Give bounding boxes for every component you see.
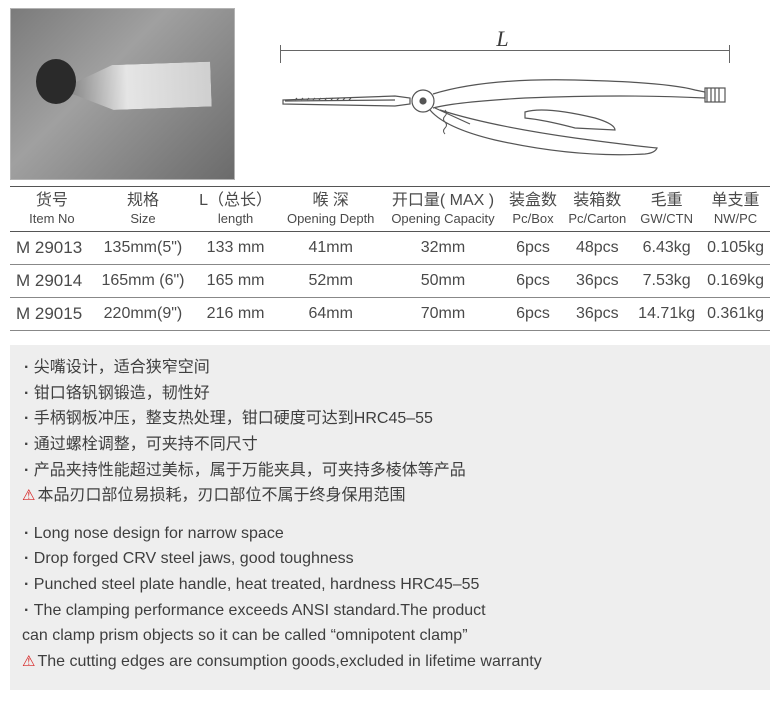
data-cell: 165 mm bbox=[192, 265, 279, 298]
item-no-cell: M 29015 bbox=[10, 298, 94, 331]
data-cell: 6pcs bbox=[504, 232, 563, 265]
feature-cn-0: 尖嘴设计，适合狭窄空间 bbox=[22, 355, 758, 381]
col-header-cn: 单支重 bbox=[703, 191, 768, 211]
col-header-en: length bbox=[194, 211, 277, 227]
table-row: M 29014165mm (6")165 mm52mm50mm6pcs36pcs… bbox=[10, 265, 770, 298]
data-cell: 14.71kg bbox=[632, 298, 701, 331]
table-row: M 29015220mm(9")216 mm64mm70mm6pcs36pcs1… bbox=[10, 298, 770, 331]
feature-cn-3: 通过螺栓调整，可夹持不同尺寸 bbox=[22, 432, 758, 458]
warning-cn: 本品刃口部位易损耗，刃口部位不属于终身保用范围 bbox=[22, 483, 758, 509]
col-header-7: 毛重GW/CTN bbox=[632, 187, 701, 232]
col-header-1: 规格Size bbox=[94, 187, 192, 232]
technical-diagram: L bbox=[275, 8, 770, 180]
data-cell: 133 mm bbox=[192, 232, 279, 265]
col-header-en: Size bbox=[96, 211, 190, 227]
table-row: M 29013135mm(5")133 mm41mm32mm6pcs48pcs6… bbox=[10, 232, 770, 265]
data-cell: 48pcs bbox=[562, 232, 632, 265]
features-panel: 尖嘴设计，适合狭窄空间钳口铬钒钢锻造，韧性好手柄钢板冲压，整支热处理，钳口硬度可… bbox=[10, 345, 770, 690]
col-header-cn: L（总长） bbox=[194, 191, 277, 211]
col-header-en: GW/CTN bbox=[634, 211, 699, 227]
feature-en-1: Drop forged CRV steel jaws, good toughne… bbox=[22, 546, 758, 572]
data-cell: 0.169kg bbox=[701, 265, 770, 298]
item-no-cell: M 29014 bbox=[10, 265, 94, 298]
data-cell: 36pcs bbox=[562, 265, 632, 298]
col-header-8: 单支重NW/PC bbox=[701, 187, 770, 232]
data-cell: 70mm bbox=[382, 298, 503, 331]
col-header-en: Pc/Carton bbox=[564, 211, 630, 227]
data-cell: 135mm(5") bbox=[94, 232, 192, 265]
data-cell: 216 mm bbox=[192, 298, 279, 331]
col-header-cn: 毛重 bbox=[634, 191, 699, 211]
feature-en-2: Punched steel plate handle, heat treated… bbox=[22, 572, 758, 598]
spec-table: 货号Item No规格SizeL（总长）length喉 深Opening Dep… bbox=[10, 186, 770, 331]
data-cell: 6.43kg bbox=[632, 232, 701, 265]
product-photo bbox=[10, 8, 235, 180]
data-cell: 165mm (6") bbox=[94, 265, 192, 298]
spec-table-container: 货号Item No规格SizeL（总长）length喉 深Opening Dep… bbox=[0, 186, 780, 331]
feature-en-3: The clamping performance exceeds ANSI st… bbox=[22, 598, 758, 624]
col-header-6: 装箱数Pc/Carton bbox=[562, 187, 632, 232]
item-no-cell: M 29013 bbox=[10, 232, 94, 265]
col-header-2: L（总长）length bbox=[192, 187, 279, 232]
length-dimension-label: L bbox=[275, 26, 730, 52]
data-cell: 32mm bbox=[382, 232, 503, 265]
feature-en-continuation: can clamp prism objects so it can be cal… bbox=[22, 623, 758, 649]
col-header-cn: 喉 深 bbox=[281, 191, 380, 211]
col-header-en: Opening Capacity bbox=[384, 211, 501, 227]
top-section: L bbox=[0, 0, 780, 180]
data-cell: 7.53kg bbox=[632, 265, 701, 298]
data-cell: 0.105kg bbox=[701, 232, 770, 265]
feature-cn-2: 手柄钢板冲压，整支热处理，钳口硬度可达到HRC45–55 bbox=[22, 406, 758, 432]
dimension-line bbox=[280, 50, 730, 51]
col-header-cn: 开口量( MAX ) bbox=[384, 191, 501, 211]
data-cell: 0.361kg bbox=[701, 298, 770, 331]
col-header-0: 货号Item No bbox=[10, 187, 94, 232]
col-header-cn: 货号 bbox=[12, 191, 92, 211]
data-cell: 6pcs bbox=[504, 265, 563, 298]
col-header-en: Pc/Box bbox=[506, 211, 561, 227]
data-cell: 50mm bbox=[382, 265, 503, 298]
col-header-en: NW/PC bbox=[703, 211, 768, 227]
data-cell: 220mm(9") bbox=[94, 298, 192, 331]
feature-en-0: Long nose design for narrow space bbox=[22, 521, 758, 547]
data-cell: 64mm bbox=[279, 298, 382, 331]
col-header-cn: 规格 bbox=[96, 191, 190, 211]
col-header-en: Opening Depth bbox=[281, 211, 380, 227]
pliers-line-drawing bbox=[275, 58, 735, 168]
col-header-en: Item No bbox=[12, 211, 92, 227]
table-header: 货号Item No规格SizeL（总长）length喉 深Opening Dep… bbox=[10, 187, 770, 232]
feature-cn-1: 钳口铬钒钢锻造，韧性好 bbox=[22, 381, 758, 407]
col-header-cn: 装箱数 bbox=[564, 191, 630, 211]
warning-en: The cutting edges are consumption goods,… bbox=[22, 649, 758, 675]
col-header-3: 喉 深Opening Depth bbox=[279, 187, 382, 232]
feature-cn-4: 产品夹持性能超过美标，属于万能夹具，可夹持多棱体等产品 bbox=[22, 458, 758, 484]
col-header-5: 装盒数Pc/Box bbox=[504, 187, 563, 232]
col-header-4: 开口量( MAX )Opening Capacity bbox=[382, 187, 503, 232]
data-cell: 6pcs bbox=[504, 298, 563, 331]
col-header-cn: 装盒数 bbox=[506, 191, 561, 211]
table-body: M 29013135mm(5")133 mm41mm32mm6pcs48pcs6… bbox=[10, 232, 770, 331]
data-cell: 36pcs bbox=[562, 298, 632, 331]
data-cell: 41mm bbox=[279, 232, 382, 265]
data-cell: 52mm bbox=[279, 265, 382, 298]
